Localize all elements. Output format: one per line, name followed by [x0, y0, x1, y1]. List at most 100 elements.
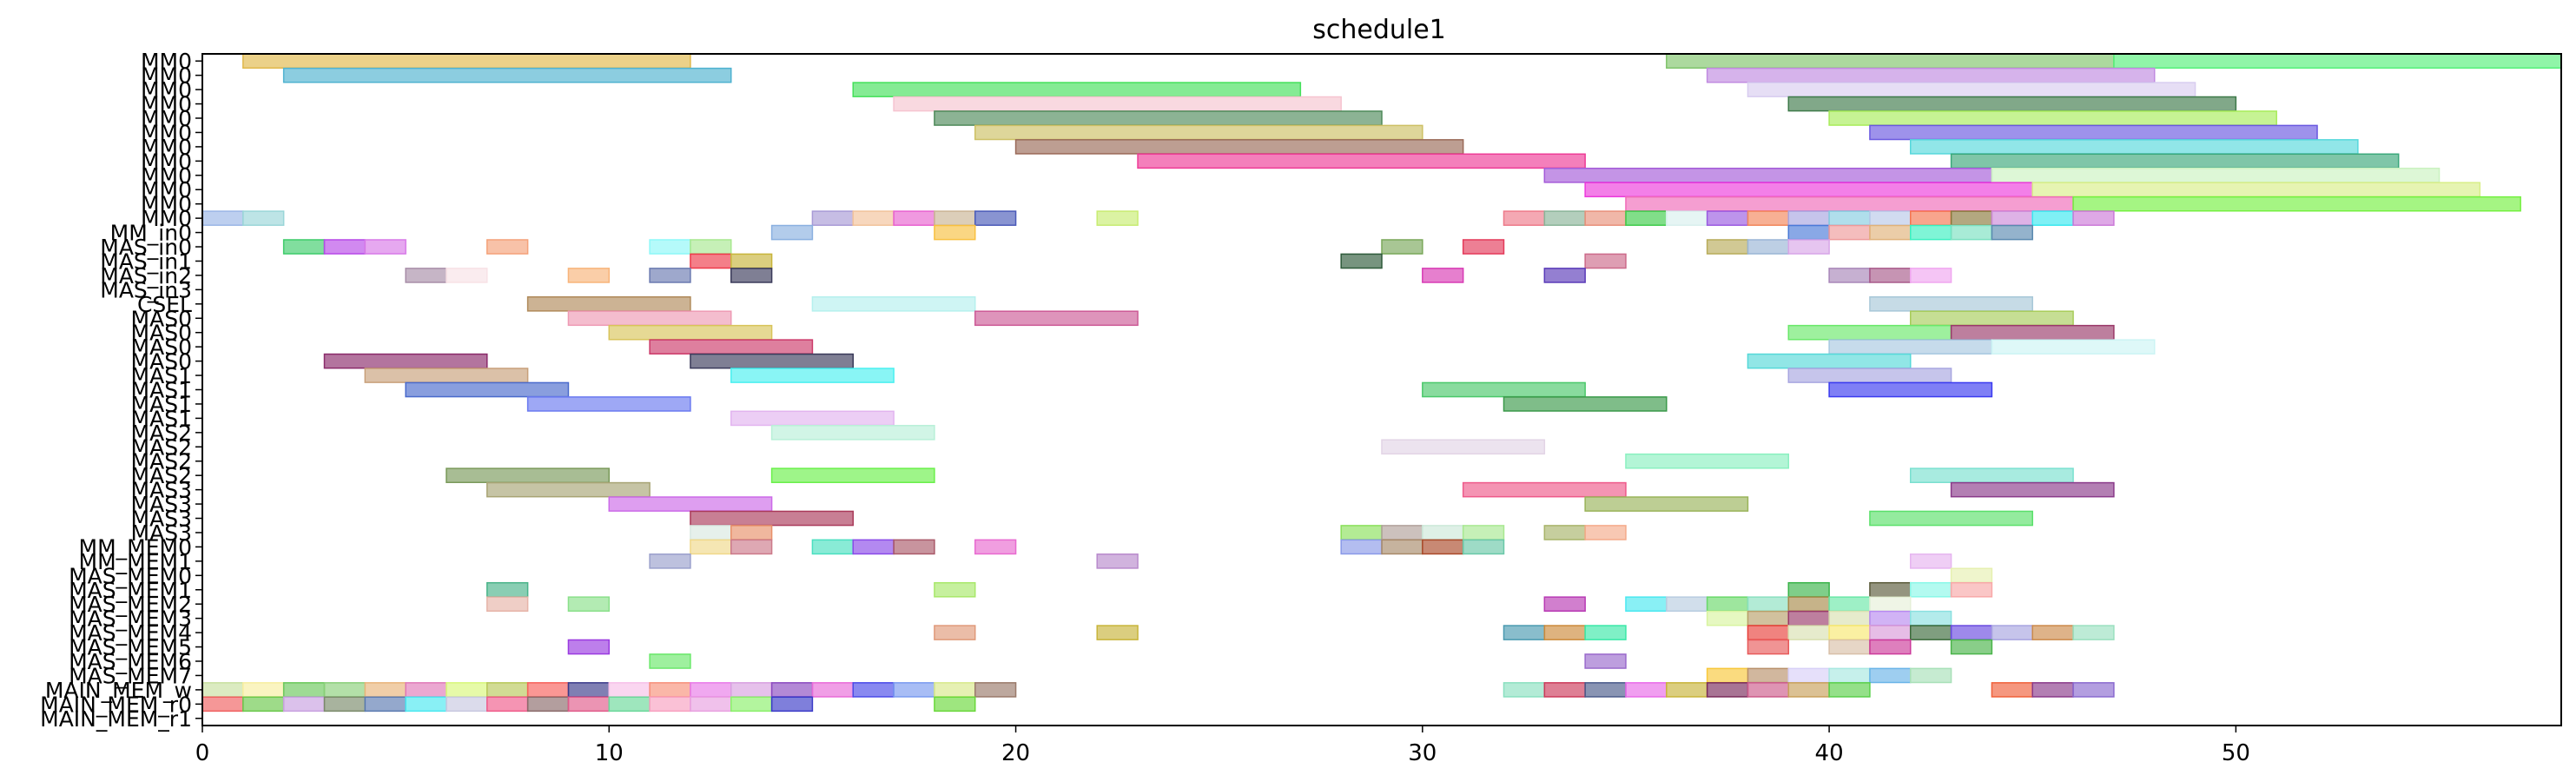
task-bar — [1706, 667, 1749, 684]
task-bar — [1666, 53, 2115, 70]
task-bar — [1991, 682, 2033, 698]
task-bar — [567, 596, 611, 613]
task-bar — [1666, 682, 1708, 698]
task-bar — [690, 682, 732, 698]
task-bar — [1991, 167, 2441, 183]
task-bar — [1584, 210, 1627, 226]
task-bar — [1950, 581, 1993, 598]
task-bar — [405, 696, 447, 712]
task-bar — [526, 696, 570, 712]
y-tick-label: MM0 — [141, 135, 192, 160]
task-bar — [1584, 682, 1627, 698]
task-bar — [974, 539, 1017, 555]
task-bar — [1503, 625, 1546, 640]
task-bar — [1828, 625, 1871, 640]
task-bar — [690, 696, 732, 712]
task-bar — [690, 539, 732, 555]
task-bar — [1381, 539, 1423, 555]
task-bar — [1787, 324, 1952, 341]
task-bar — [649, 268, 691, 283]
task-bar — [1869, 124, 2318, 141]
task-bar — [1666, 596, 1708, 613]
task-bar — [974, 310, 1139, 327]
task-bar — [1462, 525, 1505, 540]
x-tick-label: 20 — [1001, 740, 1030, 766]
task-bar — [1543, 596, 1586, 613]
task-bar — [1381, 239, 1423, 255]
task-bar — [486, 481, 651, 498]
y-tick-label: MM_in0 — [110, 221, 192, 246]
task-bar — [1910, 268, 1952, 283]
y-tick-label: MAS_in2 — [100, 263, 192, 288]
plot-frame — [201, 53, 2562, 726]
task-bar — [1869, 510, 2033, 527]
task-bar — [1584, 182, 2033, 198]
task-bar — [1137, 153, 1586, 169]
task-bar — [1584, 496, 1749, 512]
task-bar — [1828, 210, 1871, 226]
task-bar — [1787, 667, 1830, 684]
task-bar — [934, 696, 976, 712]
task-bar — [1340, 539, 1383, 555]
task-bar — [1584, 253, 1627, 269]
task-bar — [2031, 210, 2074, 226]
task-bar — [852, 682, 895, 698]
task-bar — [811, 682, 854, 698]
task-bar — [1787, 96, 2237, 112]
task-bar — [1706, 610, 1749, 626]
task-bar — [1910, 667, 1952, 684]
task-bar — [242, 210, 285, 226]
y-tick-label: MM0 — [141, 177, 192, 202]
task-bar — [1706, 239, 1749, 255]
task-bar — [608, 696, 651, 712]
task-bar — [1787, 610, 1830, 626]
y-tick-label: MAS3 — [131, 507, 192, 532]
task-bar — [2031, 682, 2074, 698]
task-bar — [446, 268, 488, 283]
task-bar — [893, 539, 935, 555]
task-bar — [323, 696, 367, 712]
x-tick-label: 0 — [195, 740, 210, 766]
task-bar — [1543, 210, 1586, 226]
task-bar — [974, 210, 1017, 226]
task-bar — [1991, 210, 2033, 226]
task-bar — [1625, 682, 1668, 698]
task-bar — [1910, 210, 1952, 226]
task-bar — [201, 696, 244, 712]
task-bar — [730, 539, 773, 555]
task-bar — [1584, 525, 1627, 540]
task-bar — [690, 253, 732, 269]
task-bar — [1787, 581, 1830, 598]
task-bar — [446, 467, 611, 483]
task-bar — [364, 368, 529, 383]
task-bar — [1462, 481, 1627, 498]
task-bar — [1706, 67, 2156, 83]
task-bar — [1787, 368, 1952, 383]
task-bar — [567, 639, 611, 655]
y-tick-label: MM0 — [141, 163, 192, 189]
task-bar — [323, 239, 367, 255]
y-tick-label: MM0 — [141, 49, 192, 74]
task-bar — [486, 696, 529, 712]
task-bar — [567, 682, 611, 698]
task-bar — [1787, 625, 1830, 640]
task-bar — [730, 410, 895, 427]
y-axis: MM0MM0MM0MM0MM0MM0MM0MM0MM0MM0MM0MM0MM_i… — [40, 49, 202, 732]
task-bar — [730, 368, 895, 383]
task-bar — [1422, 381, 1586, 398]
task-bar — [323, 353, 488, 369]
task-bar — [974, 682, 1017, 698]
task-bar — [1910, 625, 1952, 640]
task-bar — [242, 53, 691, 70]
task-bar — [1950, 567, 1993, 584]
y-tick-label: MAIN_MEM_r1 — [40, 706, 192, 732]
task-bar — [1828, 381, 1993, 398]
task-bar — [1828, 110, 2277, 126]
task-bar — [364, 682, 406, 698]
task-bar — [446, 696, 488, 712]
task-bar — [1706, 596, 1749, 613]
task-bar — [526, 682, 570, 698]
y-tick-label: MAS_MEM7 — [69, 663, 192, 688]
y-tick-label: MAS3 — [131, 492, 192, 517]
task-bar — [1910, 581, 1952, 598]
